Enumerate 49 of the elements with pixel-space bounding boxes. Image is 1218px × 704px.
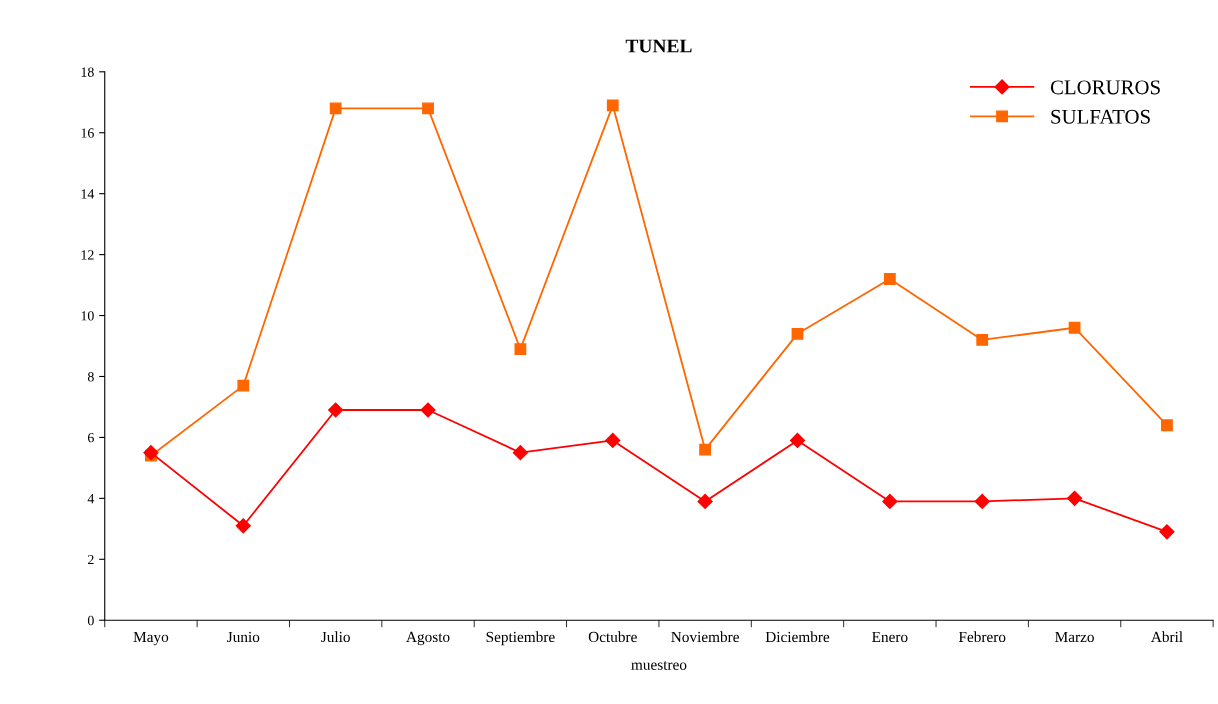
point — [329, 102, 342, 115]
point — [143, 445, 159, 461]
y-tick-label: 6 — [87, 433, 94, 443]
x-tick-label: Enero — [872, 631, 908, 643]
point — [1067, 490, 1083, 506]
chart-title: TUNEL — [625, 39, 692, 53]
point — [976, 334, 989, 346]
x-tick-label: Marzo — [1055, 631, 1094, 643]
point — [1068, 321, 1081, 334]
point — [514, 343, 527, 355]
legend-label: SULFATOS — [1051, 109, 1150, 124]
point — [883, 273, 896, 285]
x-tick-label: Noviembre — [671, 631, 739, 643]
point — [422, 102, 434, 115]
x-tick-label: Septiembre — [486, 631, 555, 646]
y-tick-label: 10 — [81, 311, 94, 321]
x-tick-label: Mayo — [133, 631, 169, 646]
point — [328, 402, 344, 418]
point — [237, 379, 250, 392]
y-tick-label: 4 — [87, 494, 95, 504]
point — [882, 493, 898, 509]
y-tick-label: 8 — [87, 372, 94, 382]
x-tick-label: Febrero — [958, 631, 1006, 643]
y-tick-label: 12 — [81, 250, 94, 260]
y-tick-label: 14 — [81, 189, 95, 199]
point — [1159, 524, 1175, 540]
x-tick-label: Junio — [227, 631, 260, 643]
x-tick-label: Agosto — [406, 631, 450, 646]
point — [606, 99, 619, 112]
point — [789, 432, 806, 449]
y-tick-label: 0 — [87, 615, 94, 626]
point — [420, 402, 436, 418]
point — [512, 445, 528, 461]
point — [699, 443, 712, 456]
y-tick-label: 16 — [81, 128, 94, 138]
x-tick-label: Diciembre — [765, 631, 830, 643]
point — [1161, 419, 1173, 432]
point — [974, 493, 990, 509]
legend-label: CLORUROS — [1050, 80, 1160, 95]
point — [605, 432, 621, 449]
point — [235, 518, 251, 534]
y-tick-label: 18 — [81, 67, 94, 77]
point — [791, 327, 804, 340]
x-tick-label: Julio — [321, 631, 350, 643]
x-axis-title: muestreo — [631, 661, 687, 670]
x-tick-label: Abril — [1150, 631, 1183, 643]
y-tick-label: 2 — [88, 554, 94, 565]
x-tick-label: Octubre — [588, 631, 637, 643]
point — [697, 493, 713, 509]
